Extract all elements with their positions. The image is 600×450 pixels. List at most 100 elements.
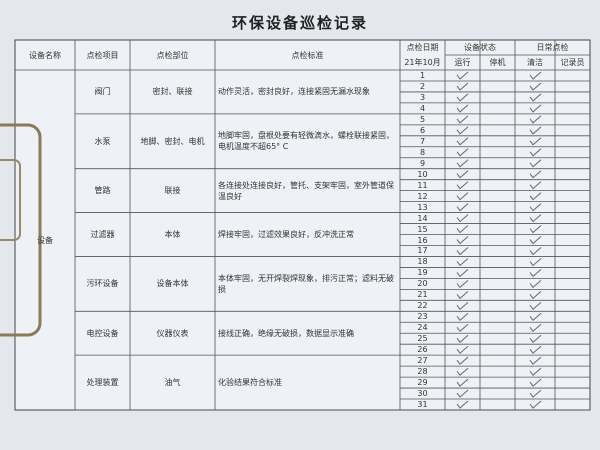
day: 17 xyxy=(417,246,428,256)
part: 地脚、密封、电机 xyxy=(140,136,205,146)
item: 过滤器 xyxy=(90,230,115,239)
check xyxy=(529,247,542,256)
standard: 动作灵活，密封良好，连接紧固无漏水现象 xyxy=(218,87,370,97)
check xyxy=(529,378,542,387)
check xyxy=(529,126,542,135)
day: 1 xyxy=(419,70,426,80)
check xyxy=(456,192,469,201)
check xyxy=(456,323,469,332)
header-cell: 点检标准 xyxy=(291,50,324,60)
day: 22 xyxy=(417,301,428,311)
day: 27 xyxy=(417,356,428,366)
header-cell: 日常点检 xyxy=(536,43,569,52)
check xyxy=(529,312,542,322)
check xyxy=(529,192,542,201)
check xyxy=(456,225,469,234)
part: 本体 xyxy=(164,230,181,239)
check xyxy=(456,71,469,80)
check xyxy=(456,247,469,256)
part: 联接 xyxy=(164,186,181,196)
check xyxy=(456,115,469,124)
day: 30 xyxy=(417,389,428,399)
standard: 地脚牢固，盘根处要有轻微滴水，螺栓联接紧固，电机温度不超65° C xyxy=(218,131,394,152)
check xyxy=(456,345,469,354)
check xyxy=(529,181,542,190)
item: 管路 xyxy=(94,186,111,196)
day: 13 xyxy=(417,202,428,212)
item: 阀门 xyxy=(94,87,111,97)
header-cell: 点检部位 xyxy=(156,50,189,60)
header-cell: 清洁 xyxy=(527,58,543,67)
day: 28 xyxy=(417,367,428,377)
header-cell: 点检日期 xyxy=(406,43,439,52)
day: 31 xyxy=(417,400,428,410)
check xyxy=(529,356,542,365)
table-border xyxy=(14,39,591,411)
check xyxy=(529,170,542,179)
check xyxy=(529,280,542,289)
header-cell: 设备状态 xyxy=(464,43,496,52)
standard: 化验结果符合标准 xyxy=(218,378,282,388)
day: 26 xyxy=(417,345,428,355)
day: 19 xyxy=(417,268,428,278)
check xyxy=(456,203,469,212)
check xyxy=(529,400,542,409)
check xyxy=(529,323,542,332)
check xyxy=(456,126,469,135)
check xyxy=(456,280,469,289)
standard: 各连接处连接良好，管托、支架牢固，室外管道保温良好 xyxy=(218,180,394,201)
day: 6 xyxy=(419,125,426,135)
day: 9 xyxy=(419,158,426,168)
check xyxy=(529,367,542,376)
check xyxy=(529,115,542,124)
check xyxy=(529,137,542,146)
check xyxy=(456,159,469,168)
item: 电控设备 xyxy=(86,328,119,338)
part: 油气 xyxy=(164,378,181,388)
equipment-name: 设备 xyxy=(37,235,53,245)
header-cell: 运行 xyxy=(454,58,471,67)
check xyxy=(456,378,469,387)
check xyxy=(529,203,542,212)
day: 5 xyxy=(419,114,426,124)
header-cell: 停机 xyxy=(489,58,506,67)
check xyxy=(456,301,469,311)
check xyxy=(529,334,542,343)
check xyxy=(529,269,542,278)
part: 密封、联接 xyxy=(152,87,193,97)
standard: 接线正确，绝缘无破损，数据显示准确 xyxy=(218,328,354,338)
check xyxy=(529,214,542,223)
check xyxy=(456,334,469,343)
day: 16 xyxy=(417,235,428,245)
check xyxy=(456,236,469,245)
day: 2 xyxy=(419,81,426,91)
check xyxy=(529,148,542,157)
check xyxy=(456,389,469,398)
check xyxy=(529,104,542,113)
check xyxy=(529,159,542,168)
check xyxy=(456,170,469,179)
check xyxy=(456,269,469,278)
day: 3 xyxy=(419,92,426,102)
date-label: 21年10月 xyxy=(404,58,441,67)
check xyxy=(529,93,542,102)
check xyxy=(456,356,469,365)
check xyxy=(529,82,542,91)
check xyxy=(456,104,469,113)
item: 污环设备 xyxy=(86,279,119,289)
check xyxy=(529,236,542,245)
standard: 本体牢固，无开焊裂焊现象，排污正常；滤料无破损 xyxy=(218,273,394,294)
day: 23 xyxy=(417,312,428,322)
check xyxy=(456,137,469,146)
day: 15 xyxy=(417,224,428,234)
check xyxy=(456,400,469,409)
check xyxy=(529,290,542,300)
item: 处理装置 xyxy=(86,378,119,388)
check xyxy=(456,181,469,190)
day: 11 xyxy=(417,180,428,190)
header-cell: 记录员 xyxy=(560,58,585,67)
check xyxy=(456,148,469,157)
check xyxy=(529,301,542,311)
header-cell: 点检项目 xyxy=(86,50,119,60)
